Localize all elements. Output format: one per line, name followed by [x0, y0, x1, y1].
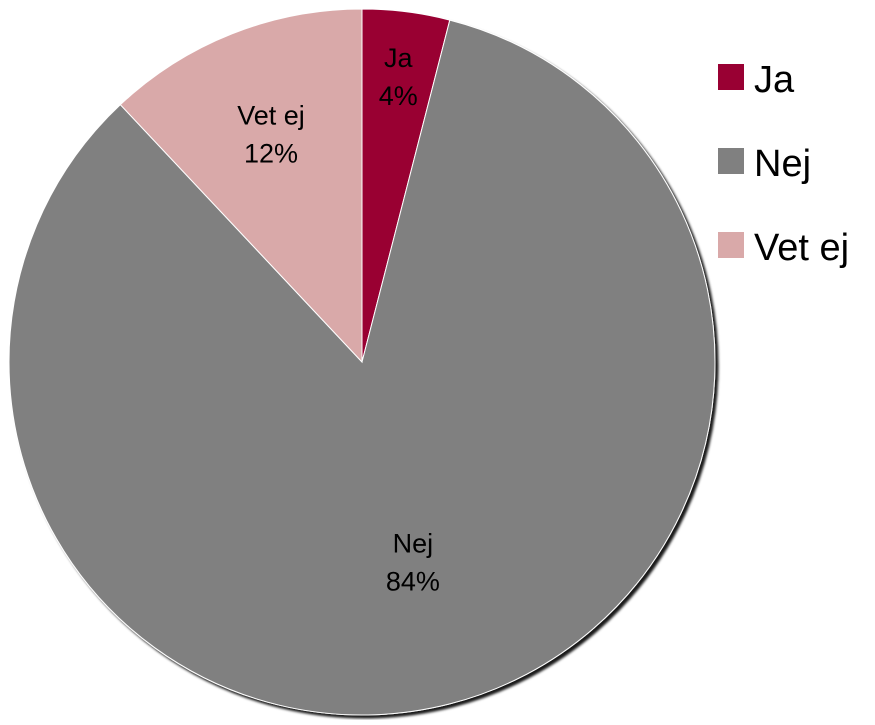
slice-labels: Ja 4% Nej 84% Vet ej 12% — [237, 43, 440, 596]
slice-label-nej: Nej — [393, 528, 434, 558]
slice-value-nej: 84% — [386, 566, 440, 596]
legend: Ja Nej Vet ej — [718, 59, 849, 269]
slice-label-ja: Ja — [384, 43, 414, 73]
pie-slice-nej — [8, 19, 716, 716]
legend-swatch-nej — [718, 148, 744, 174]
legend-label-ja: Ja — [754, 59, 795, 101]
slice-label-vet-ej: Vet ej — [237, 100, 305, 130]
slice-value-vet-ej: 12% — [244, 138, 298, 168]
legend-swatch-ja — [718, 64, 744, 90]
legend-label-nej: Nej — [754, 143, 811, 185]
slice-value-ja: 4% — [379, 81, 418, 111]
legend-label-vet-ej: Vet ej — [754, 227, 849, 269]
pie — [8, 8, 716, 716]
pie-slice-vet-ej — [119, 8, 363, 364]
legend-swatch-vet-ej — [718, 232, 744, 258]
